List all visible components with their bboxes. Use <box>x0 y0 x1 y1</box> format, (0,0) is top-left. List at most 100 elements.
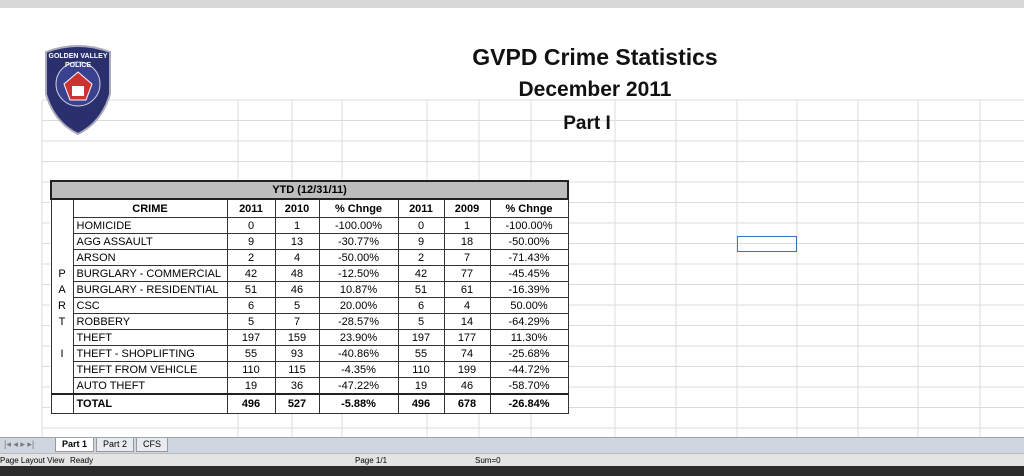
cell-value: -45.45% <box>489 265 569 282</box>
caption-row: YTD (12/31/11) <box>50 180 569 200</box>
status-page: Page 1/1 <box>355 456 388 465</box>
cell-value: 74 <box>443 345 491 362</box>
section-letter <box>50 361 74 378</box>
sheet-tab[interactable]: Part 1 <box>55 438 95 452</box>
cell-value: 46 <box>274 281 320 298</box>
cell-value: -28.57% <box>318 313 399 330</box>
cell-value: 9 <box>226 233 276 250</box>
total-row: TOTAL 496 527 -5.88% 496 678 -26.84% <box>50 393 569 414</box>
logo-text: POLICE <box>65 62 91 69</box>
section-letter: T <box>50 313 74 330</box>
cell-value: 19 <box>226 377 276 395</box>
cell-value: 115 <box>274 361 320 378</box>
cell-value: -47.22% <box>318 377 399 395</box>
crime-name: AUTO THEFT <box>72 377 228 395</box>
sheet-tab[interactable]: Part 2 <box>96 438 135 452</box>
cell-value: -100.00% <box>318 217 399 234</box>
section-letter: P <box>50 265 74 282</box>
total-value: 678 <box>443 393 491 414</box>
cell-value: 0 <box>397 217 445 234</box>
cell-value: 51 <box>397 281 445 298</box>
total-value: -5.88% <box>318 393 399 414</box>
data-row: A BURGLARY - RESIDENTIAL 51 46 10.87% 51 61 -16… <box>50 281 569 298</box>
header-row: CRIME 2011 2010% Chnge 2011 2009% Chnge <box>50 198 569 218</box>
cell-value: 18 <box>443 233 491 250</box>
crime-name: ARSON <box>72 249 228 266</box>
total-value: 527 <box>274 393 320 414</box>
section-letter <box>50 249 74 266</box>
section-letter <box>50 329 74 346</box>
data-row: P BURGLARY - COMMERCIAL 42 48 -12.50% 42 77 -45… <box>50 265 569 282</box>
cell-value: -58.70% <box>489 377 569 395</box>
column-header: 2010 <box>274 198 320 218</box>
cell-value: 10.87% <box>318 281 399 298</box>
section-letter: R <box>50 297 74 314</box>
cell-value: 4 <box>443 297 491 314</box>
cell-value: 110 <box>226 361 276 378</box>
cell-value: 0 <box>226 217 276 234</box>
top-bar <box>0 0 1024 8</box>
crime-name: BURGLARY - COMMERCIAL <box>72 265 228 282</box>
cell-value: 51 <box>226 281 276 298</box>
cell-value: -40.86% <box>318 345 399 362</box>
part-label: Part I <box>563 113 611 134</box>
cell-value: 19 <box>397 377 445 395</box>
cell-value: 77 <box>443 265 491 282</box>
crime-name: THEFT - SHOPLIFTING <box>72 345 228 362</box>
page-subtitle: December 2011 <box>518 78 672 101</box>
cell-value: 61 <box>443 281 491 298</box>
cell-value: 110 <box>397 361 445 378</box>
data-row: THEFT FROM VEHICLE 110 115 -4.35% 110 199 -44.… <box>50 361 569 378</box>
selected-cell[interactable] <box>737 236 797 252</box>
data-row: ARSON 2 4 -50.00% 2 7 -71.43% <box>50 249 569 266</box>
tab-nav[interactable]: |◂ ◂ ▸ ▸| <box>4 439 35 449</box>
cell-value: -30.77% <box>318 233 399 250</box>
data-row: HOMICIDE 0 1 -100.00% 0 1 -100.00% <box>50 217 569 234</box>
crime-name: BURGLARY - RESIDENTIAL <box>72 281 228 298</box>
cell-value: 42 <box>397 265 445 282</box>
cell-value: -4.35% <box>318 361 399 378</box>
column-header: 2009 <box>443 198 491 218</box>
data-row: T ROBBERY 5 7 -28.57% 5 14 -64.29% <box>50 313 569 330</box>
cell-value: 42 <box>226 265 276 282</box>
dock <box>0 466 1024 476</box>
cell-value: -50.00% <box>318 249 399 266</box>
cell-value: 48 <box>274 265 320 282</box>
crime-name: HOMICIDE <box>72 217 228 234</box>
cell-value: 2 <box>397 249 445 266</box>
cell-value: 1 <box>274 217 320 234</box>
sheet-tabs: |◂ ◂ ▸ ▸| Part 1 Part 2 CFS <box>0 437 1024 453</box>
section-letter <box>50 217 74 234</box>
column-header: CRIME <box>72 198 228 218</box>
cell-value: 6 <box>397 297 445 314</box>
cell-value: 5 <box>397 313 445 330</box>
status-state: Ready <box>70 456 94 465</box>
cell-value: -25.68% <box>489 345 569 362</box>
cell-value: 197 <box>397 329 445 346</box>
section-cell <box>50 199 74 218</box>
cell-value: -64.29% <box>489 313 569 330</box>
crime-name: AGG ASSAULT <box>72 233 228 250</box>
crime-name: THEFT <box>72 329 228 346</box>
data-row: AGG ASSAULT 9 13 -30.77% 9 18 -50.00% <box>50 233 569 250</box>
column-header: % Chnge <box>489 198 569 218</box>
crime-name: ROBBERY <box>72 313 228 330</box>
cell-value: 7 <box>443 249 491 266</box>
cell-value: 36 <box>274 377 320 395</box>
data-row: THEFT 197 159 23.90% 197 177 11.30% <box>50 329 569 346</box>
cell-value: 20.00% <box>318 297 399 314</box>
cell-value: -50.00% <box>489 233 569 250</box>
cell-value: 6 <box>226 297 276 314</box>
data-row: I THEFT - SHOPLIFTING 55 93 -40.86% 55 74 -25.6… <box>50 345 569 362</box>
cell-value: -71.43% <box>489 249 569 266</box>
police-logo: GOLDEN VALLEY POLICE <box>45 45 111 136</box>
page-title: GVPD Crime Statistics <box>472 44 718 70</box>
status-sum: Sum=0 <box>475 456 501 465</box>
sheet-tab[interactable]: CFS <box>136 438 168 452</box>
total-label: TOTAL <box>72 393 228 414</box>
cell-value: 7 <box>274 313 320 330</box>
cell-value: -12.50% <box>318 265 399 282</box>
cell-value: 2 <box>226 249 276 266</box>
cell-value: 55 <box>397 345 445 362</box>
